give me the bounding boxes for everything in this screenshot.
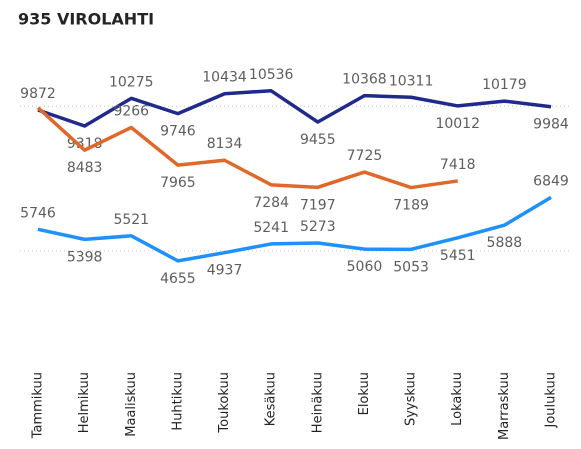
data-label: 7965 xyxy=(160,175,196,191)
data-label: 5273 xyxy=(300,219,336,235)
x-tick-label: Huhtikuu xyxy=(170,372,185,431)
data-label: 7284 xyxy=(253,195,289,211)
x-tick-label: Maaliskuu xyxy=(124,372,139,437)
x-tick-label: Tammikuu xyxy=(31,372,46,439)
series-line xyxy=(37,89,552,128)
x-tick-label: Toukokuu xyxy=(217,372,232,434)
data-label: 7197 xyxy=(300,197,336,213)
data-label: 4937 xyxy=(207,263,243,279)
data-label: 5053 xyxy=(393,259,429,275)
series-line xyxy=(37,195,552,263)
chart-title: 935 VIROLAHTI xyxy=(18,10,154,29)
x-tick-label: Joulukuu xyxy=(544,372,559,429)
x-tick-label: Lokakuu xyxy=(450,372,465,426)
data-label: 7189 xyxy=(393,198,429,214)
x-tick-label: Elokuu xyxy=(357,372,372,415)
data-label: 5888 xyxy=(487,235,523,251)
data-label: 10179 xyxy=(482,77,527,93)
x-tick-label: Marraskuu xyxy=(497,372,512,440)
data-label: 4655 xyxy=(160,271,196,287)
data-label: 7418 xyxy=(440,157,476,173)
data-label: 10012 xyxy=(435,116,480,132)
data-label: 10275 xyxy=(109,74,154,90)
data-label: 8483 xyxy=(67,160,103,176)
x-tick-label: Syyskuu xyxy=(404,372,419,426)
data-label: 9455 xyxy=(300,132,336,148)
x-tick-label: Helmikuu xyxy=(77,372,92,433)
data-label: 10434 xyxy=(202,70,247,86)
x-tick-label: Kesäkuu xyxy=(264,372,279,426)
data-label: 9266 xyxy=(113,104,149,120)
data-label: 10536 xyxy=(249,67,294,83)
data-label: 9746 xyxy=(160,124,196,140)
data-label: 10311 xyxy=(389,73,434,89)
data-label: 9872 xyxy=(20,86,56,102)
data-label: 5398 xyxy=(67,249,103,265)
data-label: 5060 xyxy=(347,259,383,275)
series-line xyxy=(36,106,458,190)
data-label: 10368 xyxy=(342,72,387,88)
data-label: 5241 xyxy=(253,220,289,236)
data-label: 9984 xyxy=(533,117,569,133)
data-label: 7725 xyxy=(347,148,383,164)
data-label: 8134 xyxy=(207,136,243,152)
x-tick-label: Heinäkuu xyxy=(310,372,325,433)
data-label: 5451 xyxy=(440,248,476,264)
data-label: 5746 xyxy=(20,205,56,221)
data-label: 5521 xyxy=(113,212,149,228)
data-label: 6849 xyxy=(533,173,569,189)
